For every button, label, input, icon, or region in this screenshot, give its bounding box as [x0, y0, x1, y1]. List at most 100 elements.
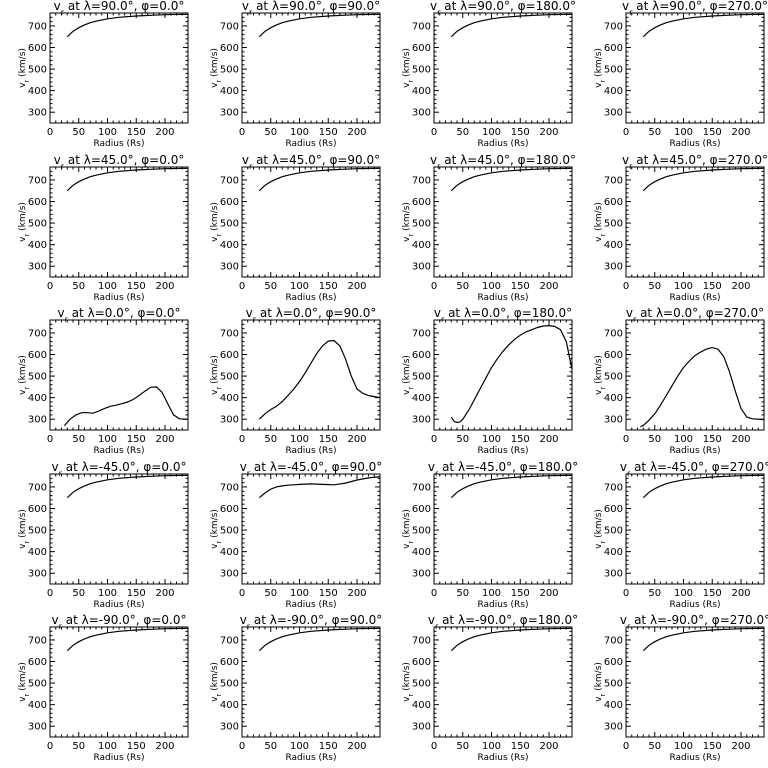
y-tick-label: 400: [412, 240, 431, 251]
x-tick-label: 100: [482, 588, 501, 599]
subscript: r: [59, 469, 63, 478]
x-tick-label: 150: [127, 588, 146, 599]
y-axis-label: vr (km/s): [18, 355, 31, 395]
x-tick-label: 50: [264, 741, 277, 752]
plot-frame: [433, 626, 573, 738]
x-tick-label: 50: [72, 741, 85, 752]
x-tick-label: 0: [623, 434, 629, 445]
y-tick-label: 500: [604, 526, 623, 537]
ylabel-rest: (km/s): [18, 662, 28, 694]
plot-frame: [241, 626, 381, 738]
y-tick-label: 500: [412, 679, 431, 690]
ylabel-rest: (km/s): [594, 662, 604, 694]
y-tick-label: 300: [412, 262, 431, 273]
x-tick-label: 100: [290, 281, 309, 292]
chart-panel: vr at λ=-45.0°, φ=0.0° 0 50 100 150 200 300 400…: [18, 460, 189, 610]
x-tick-label: 0: [47, 434, 53, 445]
series-line: [450, 474, 573, 499]
y-tick-label: 500: [28, 679, 47, 690]
y-axis-label: vr (km/s): [402, 48, 415, 88]
x-axis-label: Radius (Rs): [285, 139, 336, 149]
chart-panel: vr at λ=90.0°, φ=270.0° 0 50 100 150 200 300 40…: [594, 0, 768, 149]
subscript: r: [435, 622, 439, 631]
y-tick-label: 400: [412, 86, 431, 97]
x-tick-label: 0: [431, 281, 437, 292]
ylabel-rest: (km/s): [18, 355, 28, 387]
x-tick-label: 0: [239, 127, 245, 138]
y-axis-label: vr (km/s): [594, 662, 607, 702]
chart-panel: vr at λ=-45.0°, φ=90.0° 0 50 100 150 200 300 40…: [210, 460, 382, 610]
y-tick-label: 300: [220, 262, 239, 273]
x-tick-label: 150: [511, 434, 530, 445]
y-tick-label: 300: [604, 569, 623, 580]
x-tick-label: 150: [703, 281, 722, 292]
title-rest: at λ=-45.0°, φ=90.0°: [250, 460, 382, 474]
subscript: r: [215, 80, 223, 83]
title-rest: at λ=-90.0°, φ=90.0°: [250, 613, 382, 627]
x-axis-label: Radius (Rs): [477, 446, 528, 456]
x-tick-label: 0: [47, 127, 53, 138]
x-tick-label: 200: [347, 741, 366, 752]
title-rest: at λ=45.0°, φ=90.0°: [252, 153, 380, 167]
y-tick-label: 600: [604, 43, 623, 54]
y-tick-label: 500: [28, 372, 47, 383]
y-tick-label: 500: [412, 526, 431, 537]
subscript: r: [215, 387, 223, 390]
series-line: [66, 167, 189, 192]
panel-title: vr at λ=90.0°, φ=270.0°: [622, 0, 768, 17]
subscript: r: [627, 469, 631, 478]
y-tick-label: 600: [28, 504, 47, 515]
x-tick-label: 200: [155, 434, 174, 445]
plot-frame: [49, 319, 189, 431]
y-axis-label: vr (km/s): [594, 202, 607, 242]
x-tick-label: 150: [511, 741, 530, 752]
x-axis-label: Radius (Rs): [93, 293, 144, 303]
x-tick-label: 100: [674, 588, 693, 599]
y-axis-label: vr (km/s): [402, 355, 415, 395]
chart-panel: vr at λ=90.0°, φ=90.0° 0 50 100 150 200 300 400…: [210, 0, 381, 149]
y-tick-label: 300: [220, 108, 239, 119]
y-tick-label: 500: [604, 65, 623, 76]
plot-frame: [49, 12, 189, 124]
x-tick-label: 0: [47, 281, 53, 292]
panel-title: vr at λ=45.0°, φ=0.0°: [54, 153, 185, 171]
x-tick-label: 100: [290, 434, 309, 445]
subscript: r: [599, 234, 607, 237]
title-rest: at λ=-90.0°, φ=0.0°: [62, 613, 187, 627]
subscript: r: [59, 622, 63, 631]
y-tick-label: 700: [28, 175, 47, 186]
subscript: r: [599, 387, 607, 390]
y-axis-label: vr (km/s): [210, 355, 223, 395]
x-tick-label: 50: [264, 281, 277, 292]
x-tick-label: 150: [319, 434, 338, 445]
y-tick-label: 400: [220, 547, 239, 558]
x-tick-label: 200: [347, 281, 366, 292]
ylabel-rest: (km/s): [210, 355, 220, 387]
chart-panel: vr at λ=-45.0°, φ=180.0° 0 50 100 150 200 300 4…: [402, 460, 578, 610]
plot-frame: [49, 626, 189, 738]
subscript: r: [407, 80, 415, 83]
x-tick-label: 200: [731, 588, 750, 599]
x-tick-label: 150: [127, 281, 146, 292]
x-tick-label: 50: [72, 281, 85, 292]
panel-title: vr at λ=-45.0°, φ=180.0°: [428, 460, 578, 478]
ylabel-rest: (km/s): [18, 48, 28, 80]
series-line: [642, 627, 765, 652]
plot-frame: [433, 319, 573, 431]
y-tick-label: 700: [604, 175, 623, 186]
x-tick-label: 150: [319, 588, 338, 599]
series-line: [63, 386, 188, 427]
y-tick-label: 700: [604, 482, 623, 493]
subscript: r: [407, 694, 415, 697]
y-tick-label: 700: [412, 482, 431, 493]
y-tick-label: 700: [412, 328, 431, 339]
y-tick-label: 400: [604, 393, 623, 404]
x-tick-label: 200: [155, 588, 174, 599]
x-axis-label: Radius (Rs): [93, 753, 144, 763]
x-tick-label: 200: [347, 434, 366, 445]
x-tick-label: 100: [674, 434, 693, 445]
y-tick-label: 300: [604, 108, 623, 119]
subscript: r: [633, 315, 637, 324]
x-axis-label: Radius (Rs): [93, 446, 144, 456]
subscript: r: [61, 8, 65, 17]
